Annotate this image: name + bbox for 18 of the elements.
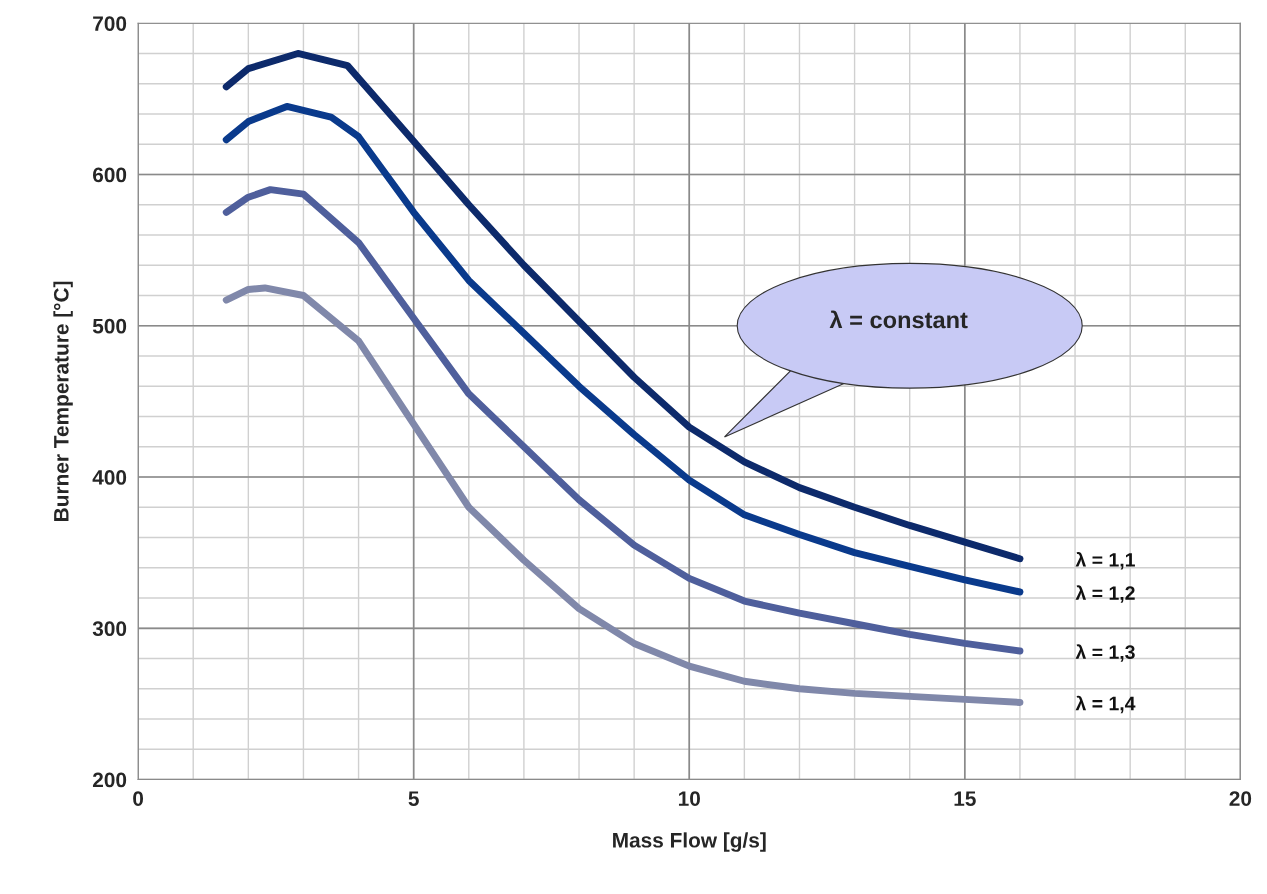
text: λ = 1,3 bbox=[1075, 644, 1135, 662]
y-tick-label: 200 bbox=[92, 772, 127, 788]
x-tick-label: 5 bbox=[408, 791, 419, 806]
y-tick-label: 300 bbox=[92, 621, 127, 637]
x-tick-label: 10 bbox=[678, 791, 700, 806]
y-tick-label: 700 bbox=[93, 16, 127, 31]
text: λ = 1,4 bbox=[1075, 695, 1136, 714]
text: λ = 1,1 bbox=[1075, 551, 1135, 570]
y-axis-title: Burner Temperature [°C] bbox=[53, 281, 73, 521]
text: λ = 1,2 bbox=[1075, 585, 1135, 603]
x-axis-title: Mass Flow [g/s] bbox=[613, 832, 766, 852]
y-tick-label: 500 bbox=[92, 318, 127, 334]
y-tick-label: 400 bbox=[92, 470, 127, 485]
y-tick-label: 600 bbox=[93, 167, 127, 183]
annotation: λ = constant bbox=[829, 310, 968, 329]
x-tick-label: 15 bbox=[954, 791, 976, 806]
x-tick-label: 0 bbox=[133, 791, 144, 806]
x-tick-label: 20 bbox=[1229, 791, 1252, 806]
